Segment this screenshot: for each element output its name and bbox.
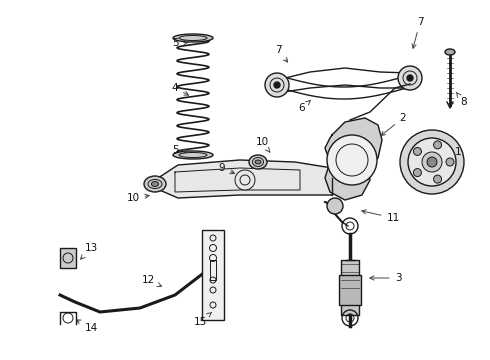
Text: 8: 8 [456, 92, 467, 107]
Text: 3: 3 [370, 273, 401, 283]
Circle shape [434, 175, 441, 183]
Circle shape [327, 135, 377, 185]
Text: 4: 4 [172, 83, 189, 95]
Circle shape [235, 170, 255, 190]
Text: 11: 11 [362, 210, 400, 223]
Text: 2: 2 [381, 113, 406, 136]
Circle shape [434, 141, 441, 149]
Circle shape [408, 138, 456, 186]
Circle shape [414, 168, 421, 177]
Ellipse shape [151, 181, 158, 186]
Text: 5: 5 [172, 38, 188, 48]
Text: 13: 13 [81, 243, 98, 259]
Circle shape [274, 82, 280, 88]
Ellipse shape [255, 160, 261, 164]
Ellipse shape [249, 155, 267, 169]
Circle shape [446, 158, 454, 166]
Circle shape [327, 198, 343, 214]
Circle shape [265, 73, 289, 97]
Ellipse shape [144, 176, 166, 192]
Text: 12: 12 [142, 275, 162, 287]
Ellipse shape [445, 49, 455, 55]
Bar [60, 248, 76, 268]
Text: 1: 1 [441, 147, 461, 159]
Ellipse shape [173, 34, 213, 42]
Text: 7: 7 [412, 17, 423, 48]
Circle shape [400, 130, 464, 194]
Circle shape [398, 66, 422, 90]
Circle shape [414, 147, 421, 156]
Text: 6: 6 [299, 100, 310, 113]
Circle shape [427, 157, 437, 167]
Text: 9: 9 [219, 163, 234, 174]
Bar [202, 230, 224, 320]
Circle shape [422, 152, 442, 172]
Text: 5: 5 [172, 145, 188, 155]
Ellipse shape [173, 151, 213, 159]
Text: 7: 7 [275, 45, 288, 62]
Text: 14: 14 [76, 320, 98, 333]
Bar [210, 260, 216, 280]
Polygon shape [155, 160, 340, 198]
Bar [341, 260, 359, 315]
Text: 15: 15 [194, 312, 212, 327]
Text: 10: 10 [255, 137, 270, 152]
Polygon shape [325, 118, 382, 200]
Bar [339, 275, 361, 305]
Text: 10: 10 [126, 193, 149, 203]
Circle shape [407, 75, 413, 81]
